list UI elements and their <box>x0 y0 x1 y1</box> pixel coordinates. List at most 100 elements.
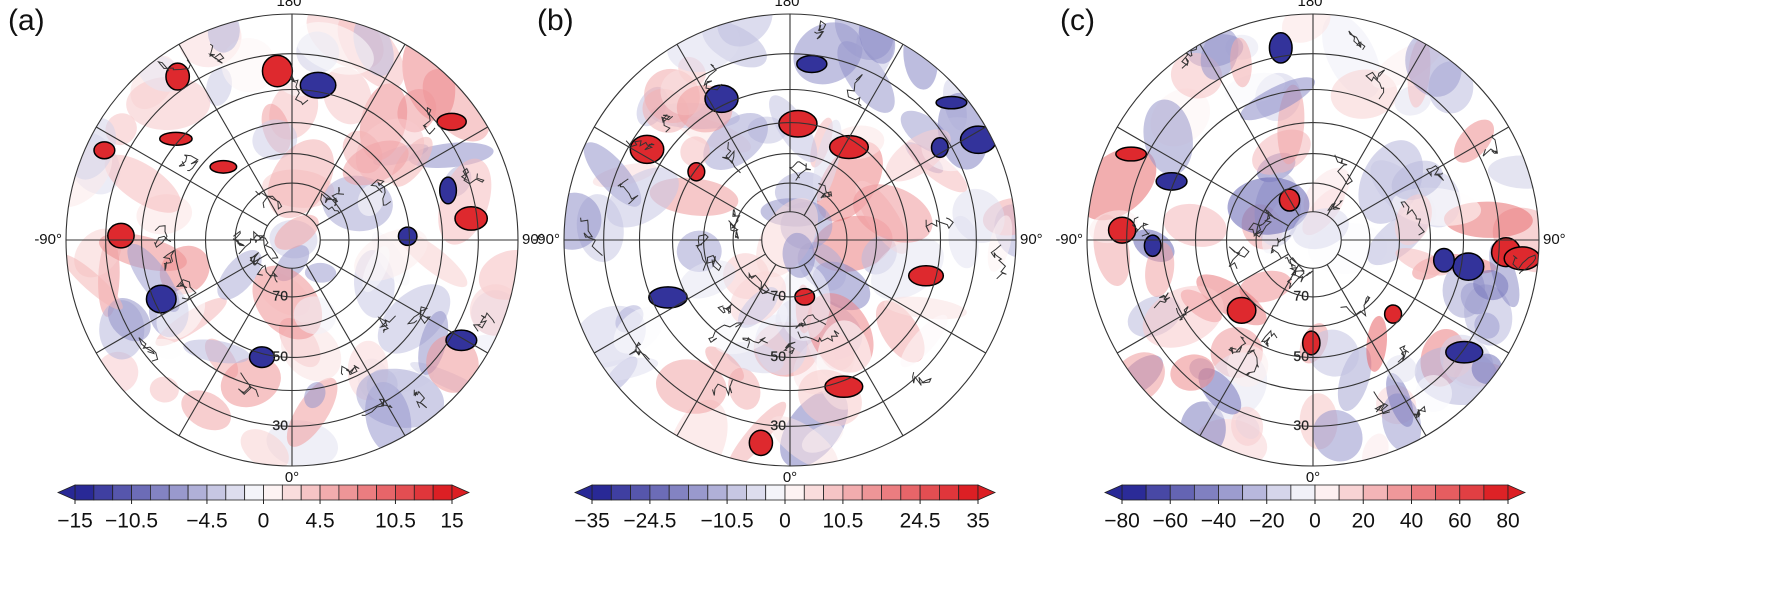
anomaly-blob <box>366 369 398 401</box>
coastline <box>238 372 259 397</box>
coastline <box>706 254 722 272</box>
coastline <box>1334 154 1353 185</box>
significant-blob <box>299 71 337 99</box>
colorbar-bin <box>1362 484 1388 501</box>
colorbar-bin <box>1193 484 1219 501</box>
colorbar-bin <box>746 484 767 501</box>
anomaly-blob <box>1385 355 1417 383</box>
anomaly-blob <box>900 314 948 368</box>
anomaly-blob <box>1170 354 1215 391</box>
colorbar-extend-low <box>1104 484 1123 501</box>
coastline <box>175 279 197 300</box>
anomaly-blob <box>362 246 390 293</box>
coastline <box>1270 235 1291 259</box>
colorbar-bin <box>823 484 844 501</box>
anomaly-blob <box>240 429 289 466</box>
coastline <box>1373 391 1390 415</box>
longitude-label: 0° <box>783 469 797 486</box>
coastline <box>460 167 485 185</box>
colorbar-bin <box>93 484 114 501</box>
anomaly-blob <box>183 339 251 364</box>
colorbar-bin <box>591 484 612 501</box>
coastline <box>138 337 159 362</box>
significant-blob <box>158 131 193 146</box>
colorbar-tick-label: −40 <box>1201 510 1237 533</box>
coastline <box>1365 69 1386 100</box>
coastline <box>1181 46 1198 69</box>
meridian <box>594 126 766 227</box>
coastline <box>1289 267 1313 283</box>
anomaly-blob <box>391 136 433 187</box>
meridian <box>305 44 406 216</box>
anomaly-blob <box>342 140 409 186</box>
anomaly-blob <box>952 188 1005 244</box>
coastline <box>695 234 709 271</box>
significant-blob <box>145 284 177 314</box>
map-field <box>564 14 1016 466</box>
anomaly-blob <box>220 356 281 408</box>
meridian <box>1199 44 1300 216</box>
colorbar-bin <box>263 484 283 501</box>
coastline <box>1327 200 1344 211</box>
colorbar-bin <box>668 484 689 501</box>
coastline <box>729 222 739 240</box>
anomaly-blob <box>1415 374 1453 412</box>
coastline <box>370 179 392 206</box>
significant-blob <box>796 54 828 74</box>
coastline <box>361 398 393 416</box>
coastline <box>249 252 264 267</box>
coastline <box>207 43 225 64</box>
colorbar-bin <box>338 484 359 501</box>
coastline <box>1512 254 1537 274</box>
anomaly-blob <box>221 38 276 93</box>
colorbar-bin <box>432 484 453 501</box>
colorbar-bin <box>206 484 227 501</box>
anomaly-blob <box>104 154 182 213</box>
colorbar-bin <box>1266 484 1292 501</box>
meridian <box>1117 253 1289 354</box>
longitude-label: -90° <box>532 231 560 248</box>
coastline <box>797 330 840 343</box>
significant-blob <box>107 222 135 249</box>
longitude-label: 0° <box>1306 469 1320 486</box>
colorbar-extend-low <box>574 484 593 501</box>
longitude-label: -90° <box>34 231 62 248</box>
panel-label: (a) <box>8 4 45 37</box>
colorbar-bin <box>1386 484 1412 501</box>
coastline <box>377 315 396 333</box>
significant-blob <box>1226 296 1257 324</box>
significant-blob <box>454 206 489 231</box>
anomaly-blob <box>149 338 182 359</box>
colorbar-bin <box>1483 484 1509 501</box>
significant-blob <box>1432 247 1455 273</box>
colorbar-tick-label: 15 <box>440 510 463 533</box>
coastline <box>413 389 428 409</box>
latitude-label: 70 <box>1293 288 1309 304</box>
significant-blob <box>1301 330 1321 356</box>
coastline <box>661 114 674 133</box>
significant-blob <box>165 62 191 91</box>
significant-blob <box>1503 246 1539 271</box>
significant-blob <box>438 176 458 205</box>
anomaly-blob <box>737 287 779 328</box>
longitude-label: 90° <box>1543 231 1566 248</box>
latitude-label: 70 <box>770 288 786 304</box>
anomaly-blob <box>1281 14 1331 43</box>
colorbar-extend-high <box>1507 484 1526 501</box>
colorbar-bin <box>726 484 747 501</box>
meridian <box>178 44 279 216</box>
coastline <box>990 244 1007 280</box>
colorbar-tick-label: −15 <box>57 510 93 533</box>
anomaly-blob <box>252 119 298 160</box>
anomaly-blob <box>1308 329 1359 377</box>
colorbar-tick-label: 0 <box>1309 510 1321 533</box>
coastline <box>1228 336 1247 355</box>
colorbar-tick-label: 80 <box>1496 510 1519 533</box>
coastline <box>256 264 279 283</box>
colorbar-bin <box>131 484 151 501</box>
significant-blob <box>930 137 949 159</box>
anomaly-blob <box>705 346 745 382</box>
colorbar-tick-label: −4.5 <box>186 510 227 533</box>
colorbar-bin <box>939 484 960 501</box>
meridian <box>814 126 986 227</box>
